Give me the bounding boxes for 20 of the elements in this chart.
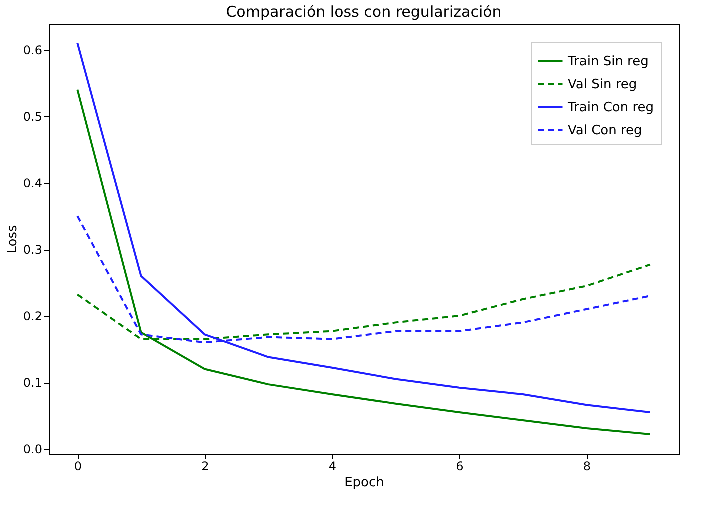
legend-label: Train Sin reg — [567, 54, 649, 70]
legend-label: Train Con reg — [567, 100, 654, 116]
y-tick-label: 0.0 — [23, 442, 42, 457]
x-axis-title: Epoch — [344, 476, 384, 490]
y-tick-label: 0.1 — [23, 376, 42, 390]
x-tick-label: 4 — [328, 460, 336, 474]
y-axis-title: Loss — [5, 225, 20, 254]
x-tick-label: 2 — [202, 460, 210, 474]
x-tick-label: 6 — [456, 460, 464, 474]
y-tick-label: 0.6 — [23, 43, 42, 58]
line-series — [76, 42, 652, 414]
y-tick-label: 0.3 — [23, 243, 42, 258]
x-tick-label: 0 — [74, 460, 82, 474]
y-tick-label: 0.2 — [23, 310, 42, 324]
legend-label: Val Con reg — [568, 124, 642, 138]
y-tick-label: 0.4 — [23, 176, 42, 190]
y-tick-label: 0.5 — [23, 110, 42, 124]
chart-title: Comparación loss con regularización — [226, 3, 502, 21]
x-tick-label: 8 — [583, 460, 592, 474]
legend-label: Val Sin reg — [568, 78, 638, 92]
